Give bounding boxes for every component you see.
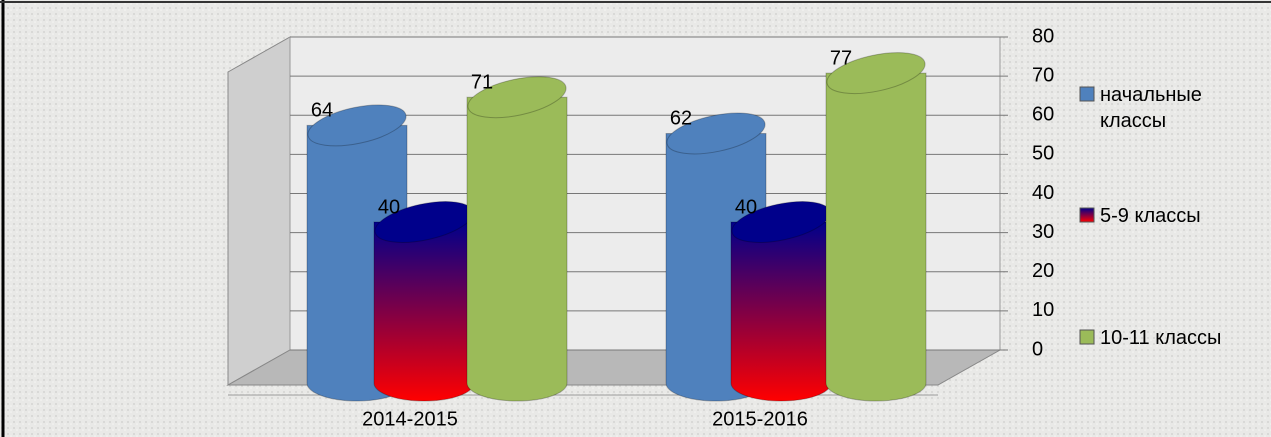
y-tick-label: 30 <box>1032 221 1054 243</box>
legend-label: начальные классы <box>1100 84 1202 132</box>
cylinder-body <box>466 96 568 402</box>
cylinder <box>466 76 568 402</box>
cylinder <box>373 201 475 402</box>
y-tick-label: 20 <box>1032 260 1054 282</box>
cylinder-top <box>826 52 926 95</box>
cylinder <box>825 52 927 402</box>
side-wall <box>227 36 291 386</box>
cylinder-body <box>373 221 475 402</box>
y-tick-label: 70 <box>1032 64 1054 86</box>
y-tick-label: 50 <box>1032 143 1054 165</box>
x-tick-label: 2014-2015 <box>362 408 458 430</box>
legend-label: 5-9 классы <box>1100 205 1201 227</box>
data-label: 64 <box>311 100 333 122</box>
cylinder-top <box>666 112 766 155</box>
cylinder-body <box>825 72 927 402</box>
data-label: 71 <box>471 72 493 94</box>
y-tick-label: 0 <box>1032 338 1043 360</box>
cylinder-top <box>307 104 407 147</box>
data-label: 40 <box>378 196 400 218</box>
cylinder-top <box>467 76 567 119</box>
data-label: 77 <box>830 47 852 69</box>
y-tick-label: 10 <box>1032 299 1054 321</box>
y-tick-label: 80 <box>1032 25 1054 47</box>
legend-swatch <box>1079 207 1095 223</box>
cylinder-body <box>730 221 832 402</box>
cylinder <box>730 201 832 402</box>
legend-swatch <box>1079 329 1095 345</box>
y-tick-label: 60 <box>1032 104 1054 126</box>
data-label: 40 <box>735 196 757 218</box>
y-tick-label: 40 <box>1032 182 1054 204</box>
legend-swatch <box>1079 86 1095 102</box>
legend-label: 10-11 классы <box>1100 327 1222 349</box>
x-tick-label: 2015-2016 <box>712 408 808 430</box>
data-label: 62 <box>670 108 692 130</box>
